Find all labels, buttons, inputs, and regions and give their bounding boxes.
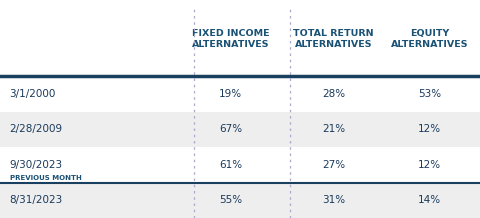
Text: 12%: 12%	[418, 160, 441, 170]
Text: 12%: 12%	[418, 124, 441, 135]
Text: 27%: 27%	[322, 160, 345, 170]
Text: PREVIOUS MONTH: PREVIOUS MONTH	[10, 175, 81, 181]
Text: 14%: 14%	[418, 195, 441, 205]
Text: 9/30/2023: 9/30/2023	[10, 160, 63, 170]
Text: 31%: 31%	[322, 195, 345, 205]
Bar	[0, 147, 480, 183]
Text: 8/31/2023: 8/31/2023	[10, 195, 63, 205]
Bar	[0, 7, 480, 76]
Text: TOTAL RETURN
ALTERNATIVES: TOTAL RETURN ALTERNATIVES	[293, 29, 374, 49]
Text: FIXED INCOME
ALTERNATIVES: FIXED INCOME ALTERNATIVES	[192, 29, 269, 49]
Text: 28%: 28%	[322, 89, 345, 99]
Bar	[0, 112, 480, 147]
Bar	[0, 76, 480, 112]
Text: 2/28/2009: 2/28/2009	[10, 124, 63, 135]
Text: 53%: 53%	[418, 89, 441, 99]
Text: 55%: 55%	[219, 195, 242, 205]
Text: 67%: 67%	[219, 124, 242, 135]
Text: 61%: 61%	[219, 160, 242, 170]
Text: 21%: 21%	[322, 124, 345, 135]
Text: 3/1/2000: 3/1/2000	[10, 89, 56, 99]
Text: EQUITY
ALTERNATIVES: EQUITY ALTERNATIVES	[391, 29, 468, 49]
Text: 19%: 19%	[219, 89, 242, 99]
Bar	[0, 183, 480, 218]
